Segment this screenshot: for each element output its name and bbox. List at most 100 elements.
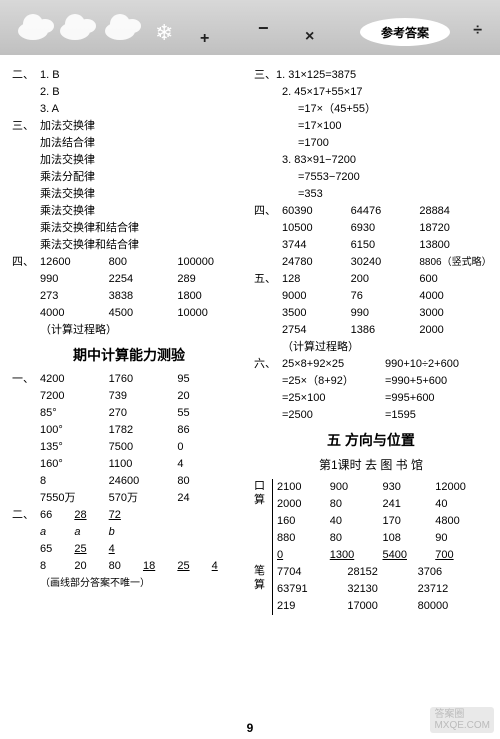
cell: =990+5+600 (385, 373, 488, 390)
cell: 4 (212, 558, 246, 575)
cell: 2254 (109, 271, 178, 288)
m2-note: （画线部分答案不唯一） (40, 575, 246, 592)
rq4-table: 603906447628884 10500693018720 374461501… (282, 203, 488, 271)
cell: 25 (177, 558, 211, 575)
cell: 18720 (419, 220, 488, 237)
cell: 8806（竖式略） (419, 254, 488, 271)
rq3-label: 三、 (254, 69, 276, 81)
q2-item: 2. B (40, 84, 246, 101)
m1-label: 一、 (12, 371, 40, 507)
cell: 219 (277, 598, 347, 615)
left-column: 二、 1. B 2. B 3. A 三、 加法交换律 加法结合律 加法交换律 乘… (8, 67, 250, 615)
cell: 65 (40, 541, 74, 558)
rq3-2d: =1700 (298, 135, 488, 152)
cell: 24780 (282, 254, 351, 271)
cell: 18 (143, 558, 177, 575)
cell: 200 (351, 271, 420, 288)
sec5-sub: 第1课时 去 图 书 馆 (254, 456, 488, 473)
cell: 170 (383, 513, 436, 530)
bisuan-label: 笔 算 (254, 564, 270, 615)
m2: 二、 662872 aab 65254 8208018254 （画线部分答案不唯… (12, 507, 246, 592)
cell: 5400 (383, 547, 436, 564)
q3-label: 三、 (12, 118, 40, 254)
cell: 900 (330, 479, 383, 496)
cell: 600 (419, 271, 488, 288)
cell: 0 (177, 439, 246, 456)
minus-icon: − (258, 18, 269, 39)
cell: 241 (383, 496, 436, 513)
cell: 930 (383, 479, 436, 496)
cell: 2754 (282, 322, 351, 339)
cell: =2500 (282, 407, 385, 424)
q2-item: 1. B (40, 67, 246, 84)
cell: 80 (177, 473, 246, 490)
cell: 20 (177, 388, 246, 405)
cell: 55 (177, 405, 246, 422)
cell: 60390 (282, 203, 351, 220)
rq3-2c: =17×100 (298, 118, 488, 135)
right-q5: 五、 128200600 9000764000 35009903000 2754… (254, 271, 488, 356)
cell: 289 (177, 271, 246, 288)
rq3-2b: =17×（45+55） (298, 101, 488, 118)
cell: 32130 (347, 581, 417, 598)
cell: 76 (351, 288, 420, 305)
plus-icon: + (200, 30, 209, 48)
cell: 135° (40, 439, 109, 456)
cell: 24 (177, 490, 246, 507)
cell: 1760 (109, 371, 178, 388)
cell: 63791 (277, 581, 347, 598)
cell: 13800 (419, 237, 488, 254)
cell: 3706 (418, 564, 488, 581)
m1-table: 4200176095 720073920 85°27055 100°178286… (40, 371, 246, 507)
cell: a (74, 524, 108, 541)
rq4-label: 四、 (254, 203, 282, 271)
cell: 7550万 (40, 490, 109, 507)
cell: 25 (74, 541, 108, 558)
cell: 800 (109, 254, 178, 271)
rq5-label: 五、 (254, 271, 282, 356)
rq3-3c: =353 (298, 186, 488, 203)
cell: 17000 (347, 598, 417, 615)
cell: 66 (40, 507, 74, 524)
right-q6: 六、 25×8+92×25990+10÷2+600 =25×（8+92）=990… (254, 356, 488, 424)
answer-badge: 参考答案 (360, 18, 450, 46)
cell: =1595 (385, 407, 488, 424)
q3-item: 加法交换律 (40, 118, 246, 135)
q2-label: 二、 (12, 67, 40, 118)
q3-item: 乘法交换律 (40, 203, 246, 220)
cell: a (40, 524, 74, 541)
cell: 4800 (435, 513, 488, 530)
cell: 10500 (282, 220, 351, 237)
cell: 4200 (40, 371, 109, 388)
page-content: 二、 1. B 2. B 3. A 三、 加法交换律 加法结合律 加法交换律 乘… (0, 55, 500, 615)
kousuan-table: 210090093012000 20008024140 160401704800… (272, 479, 488, 564)
cell: 90 (435, 530, 488, 547)
cell: 4500 (109, 305, 178, 322)
cell: 270 (109, 405, 178, 422)
cell: 24600 (109, 473, 178, 490)
cell: 7200 (40, 388, 109, 405)
cell: 4 (177, 456, 246, 473)
cell: 2000 (419, 322, 488, 339)
sec5-title: 五 方向与位置 (254, 430, 488, 450)
page-number: 9 (247, 721, 254, 735)
right-q3: 三、1. 31×125=3875 2. 45×17+55×17 =17×（45+… (254, 67, 488, 203)
cell: 10000 (177, 305, 246, 322)
cell: 86 (177, 422, 246, 439)
q3-item: 乘法交换律 (40, 186, 246, 203)
cell: 990 (40, 271, 109, 288)
cell: 700 (435, 547, 488, 564)
cell: 28152 (347, 564, 417, 581)
cell: 95 (177, 371, 246, 388)
q4-table: 12600800100000 9902254289 27338381800 40… (40, 254, 246, 322)
cell: 4000 (419, 288, 488, 305)
rq5-note: （计算过程略） (282, 339, 488, 356)
cell: 160 (277, 513, 330, 530)
cell: 28884 (419, 203, 488, 220)
m2-label: 二、 (12, 507, 40, 592)
q3-item: 乘法交换律和结合律 (40, 237, 246, 254)
q3-item: 乘法交换律和结合律 (40, 220, 246, 237)
q3-item: 加法交换律 (40, 152, 246, 169)
cell: 739 (109, 388, 178, 405)
cell: 128 (282, 271, 351, 288)
